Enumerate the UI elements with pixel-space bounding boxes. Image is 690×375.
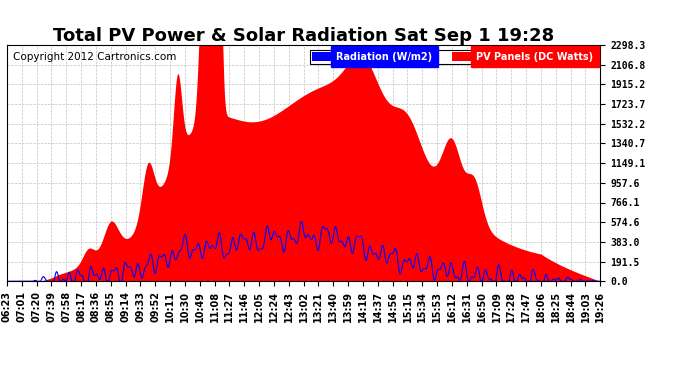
Title: Total PV Power & Solar Radiation Sat Sep 1 19:28: Total PV Power & Solar Radiation Sat Sep… — [53, 27, 554, 45]
Legend: Radiation (W/m2), PV Panels (DC Watts): Radiation (W/m2), PV Panels (DC Watts) — [310, 50, 595, 64]
Text: Copyright 2012 Cartronics.com: Copyright 2012 Cartronics.com — [13, 52, 176, 62]
